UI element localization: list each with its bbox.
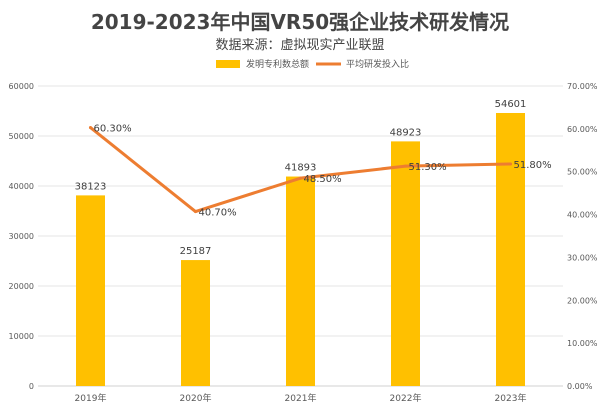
y-left-tick-label: 50000 bbox=[9, 132, 34, 141]
line-point bbox=[194, 210, 197, 214]
chart-title: 2019-2023年中国VR50强企业技术研发情况 bbox=[90, 10, 510, 34]
legend-line-label: 平均研发投入比 bbox=[346, 58, 409, 70]
y-right-tick-label: 50.00% bbox=[567, 168, 598, 177]
bar bbox=[391, 141, 420, 386]
line-point bbox=[89, 126, 92, 130]
chart-subtitle: 数据来源：虚拟现实产业联盟 bbox=[215, 38, 385, 53]
y-right-tick-label: 40.00% bbox=[567, 211, 598, 220]
bar-data-label: 38123 bbox=[75, 181, 107, 192]
line-data-label: 48.50% bbox=[304, 174, 342, 185]
y-right-tick-label: 20.00% bbox=[567, 296, 598, 305]
bar-data-label: 54601 bbox=[495, 99, 527, 110]
bar bbox=[496, 112, 525, 387]
y-left-tick-label: 10000 bbox=[9, 332, 34, 341]
legend-bar-swatch bbox=[216, 60, 240, 68]
y-left-tick-label: 0 bbox=[29, 382, 34, 391]
x-tick-label: 2019年 bbox=[75, 392, 107, 404]
bar-data-label: 48923 bbox=[390, 127, 422, 138]
y-left-tick-label: 40000 bbox=[9, 182, 34, 191]
legend-bar-label: 发明专利数总额 bbox=[246, 58, 309, 70]
y-right-tick-label: 10.00% bbox=[567, 339, 598, 348]
y-left-tick-label: 60000 bbox=[9, 82, 34, 91]
y-right-tick-label: 60.00% bbox=[567, 125, 598, 134]
line-data-label: 51.30% bbox=[409, 162, 447, 173]
bar bbox=[76, 195, 105, 386]
bar-data-label: 25187 bbox=[180, 246, 212, 257]
line-point bbox=[509, 162, 512, 166]
x-tick-label: 2022年 bbox=[390, 392, 422, 404]
bar bbox=[286, 176, 315, 386]
y-right-tick-label: 30.00% bbox=[567, 253, 598, 262]
x-tick-label: 2021年 bbox=[285, 392, 317, 404]
x-tick-label: 2020年 bbox=[180, 392, 212, 404]
line-data-label: 40.70% bbox=[199, 208, 237, 219]
y-left-tick-label: 20000 bbox=[9, 282, 34, 291]
line-point bbox=[299, 176, 302, 180]
line-data-label: 60.30% bbox=[94, 124, 132, 135]
y-right-tick-label: 0.00% bbox=[567, 382, 593, 391]
y-right-tick-label: 70.00% bbox=[567, 82, 598, 91]
line-point bbox=[404, 164, 407, 168]
y-left-tick-label: 30000 bbox=[9, 232, 34, 241]
bar bbox=[181, 260, 210, 386]
line-data-label: 51.80% bbox=[514, 160, 552, 171]
x-tick-label: 2023年 bbox=[495, 392, 527, 404]
bar-data-label: 41893 bbox=[285, 163, 317, 174]
